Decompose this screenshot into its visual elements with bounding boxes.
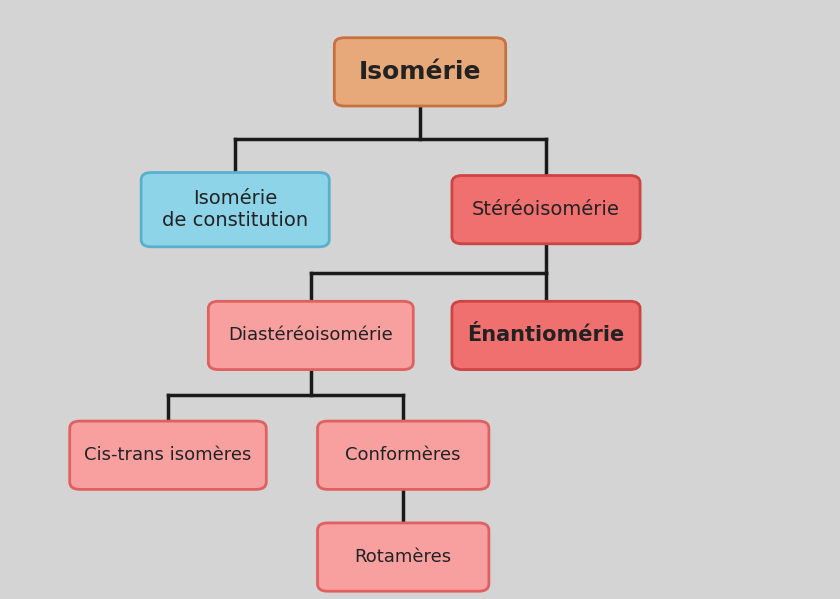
FancyBboxPatch shape xyxy=(318,421,489,489)
FancyBboxPatch shape xyxy=(318,523,489,591)
Text: Cis-trans isomères: Cis-trans isomères xyxy=(84,446,252,464)
FancyBboxPatch shape xyxy=(70,421,266,489)
FancyBboxPatch shape xyxy=(334,38,506,106)
Text: Énantiomérie: Énantiomérie xyxy=(467,325,625,346)
Text: Rotamères: Rotamères xyxy=(354,548,452,566)
Text: Isomérie
de constitution: Isomérie de constitution xyxy=(162,189,308,230)
FancyBboxPatch shape xyxy=(208,301,413,370)
Text: Conformères: Conformères xyxy=(345,446,461,464)
Text: Diastéréoisomérie: Diastéréoisomérie xyxy=(228,326,393,344)
FancyBboxPatch shape xyxy=(141,173,329,247)
FancyBboxPatch shape xyxy=(452,301,640,370)
Text: Isomérie: Isomérie xyxy=(359,60,481,84)
Text: Stéréoisomérie: Stéréoisomérie xyxy=(472,200,620,219)
FancyBboxPatch shape xyxy=(452,176,640,244)
